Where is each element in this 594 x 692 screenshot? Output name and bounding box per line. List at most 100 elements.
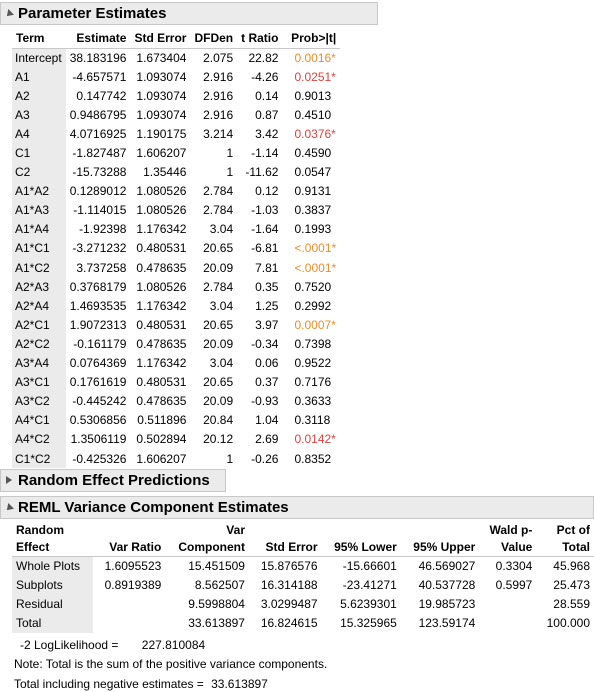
pe-cell-prob: 0.7520 [294, 279, 332, 294]
pe-col-header[interactable]: Estimate [65, 29, 131, 49]
pe-cell-estimate: 0.0764369 [69, 356, 127, 371]
reml-cell-std-error: 16.824615 [260, 616, 318, 630]
pe-cell-estimate: -1.92398 [79, 222, 127, 237]
pe-cell-prob: 0.0142* [294, 432, 336, 447]
reml-cell-lower: -15.66601 [342, 559, 397, 574]
table-row: C2 -15.73288 1.35446 1 -11.62 0.0547 [12, 162, 340, 182]
pe-cell-std-error: 0.511896 [137, 413, 187, 428]
reml-cell-wald [479, 614, 536, 633]
col-var-component[interactable]: Var Component [178, 523, 245, 554]
pe-cell-term: A3*A4 [12, 353, 66, 373]
pe-cell-std-error: 1.190175 [136, 126, 187, 141]
pe-cell-term: C1 [12, 143, 66, 163]
pe-cell-prob: 0.4510 [294, 107, 332, 122]
pe-cell-t-ratio: -0.26 [251, 451, 279, 466]
pe-cell-estimate: -4.657571 [72, 69, 127, 84]
table-row: A4 4.0716925 1.190175 3.214 3.42 0.0376* [12, 124, 340, 144]
pe-cell-term: A1*A2 [12, 181, 66, 201]
pe-cell-dfden: 20.12 [203, 432, 234, 447]
col-95-lower[interactable]: 95% Lower [334, 540, 397, 554]
pe-cell-estimate: -0.425326 [72, 451, 127, 466]
reml-header[interactable]: REML Variance Component Estimates [0, 496, 594, 519]
col-random-effect[interactable]: Random Effect [16, 523, 64, 554]
reml-cell-var-component: 15.451509 [188, 559, 245, 574]
pe-cell-std-error: 0.478635 [136, 394, 187, 409]
parameter-estimates-title: Parameter Estimates [18, 5, 167, 22]
pe-cell-prob: 0.3837 [294, 203, 332, 218]
pe-cell-prob: 0.9522 [294, 356, 332, 371]
pe-cell-term: A2 [12, 86, 66, 106]
pe-col-header[interactable]: Std Error [130, 29, 191, 49]
reml-cell-upper: 123.59174 [418, 616, 476, 630]
pe-cell-prob: 0.0547 [294, 165, 332, 180]
pe-cell-prob: 0.0376* [294, 126, 336, 141]
pe-cell-estimate: -3.271232 [72, 241, 127, 256]
pe-cell-estimate: 1.9072313 [69, 317, 127, 332]
pe-col-header[interactable]: t Ratio [237, 29, 283, 49]
pe-cell-dfden: 3.04 [209, 222, 234, 237]
pe-cell-estimate: 1.4693535 [69, 298, 127, 313]
pe-col-header[interactable]: Prob>|t| [282, 29, 341, 49]
random-effect-predictions-header[interactable]: Random Effect Predictions [0, 469, 226, 492]
reml-cell-var-ratio: 1.6095523 [104, 559, 162, 574]
pe-cell-std-error: 1.176342 [136, 298, 187, 313]
pe-cell-term: A3 [12, 105, 66, 125]
pe-cell-prob: <.0001* [294, 260, 337, 275]
pe-cell-dfden: 1 [226, 146, 234, 161]
pe-cell-std-error: 1.093074 [136, 88, 187, 103]
pe-col-header[interactable]: DFDen [190, 29, 238, 49]
pe-cell-std-error: 1.080526 [136, 203, 187, 218]
pe-cell-std-error: 1.606207 [136, 451, 187, 466]
col-pct-total[interactable]: Pct of Total [556, 523, 590, 554]
pe-cell-term: A2*A4 [12, 296, 66, 316]
col-var-ratio[interactable]: Var Ratio [109, 540, 162, 554]
reml-cell-std-error: 3.0299487 [260, 597, 318, 611]
reml-cell-effect: Total [12, 613, 93, 633]
reml-cell-wald: 0.3304 [495, 559, 533, 574]
parameter-estimates-header[interactable]: Parameter Estimates [0, 2, 378, 25]
col-95-upper[interactable]: 95% Upper [413, 540, 476, 554]
pe-cell-t-ratio: 7.81 [255, 260, 279, 275]
table-row: Whole Plots 1.6095523 15.451509 15.876576 -1… [12, 556, 594, 576]
pe-cell-estimate: 0.3768179 [69, 279, 127, 294]
table-row: A2*A3 0.3768179 1.080526 2.784 0.35 0.7520 [12, 277, 340, 297]
disclosure-triangle-icon[interactable] [4, 8, 14, 19]
pe-cell-t-ratio: 0.12 [255, 184, 279, 199]
pe-cell-t-ratio: -1.64 [251, 222, 279, 237]
pe-cell-dfden: 20.84 [203, 413, 234, 428]
pe-cell-dfden: 2.784 [203, 184, 234, 199]
pe-cell-t-ratio: 1.25 [255, 298, 279, 313]
pe-cell-t-ratio: 3.97 [255, 317, 279, 332]
pe-cell-std-error: 0.502894 [136, 432, 187, 447]
pe-cell-term: C1*C2 [12, 448, 66, 469]
table-row: Intercept 38.183196 1.673404 2.075 22.82 0.00… [12, 48, 340, 68]
pe-cell-estimate: -15.73288 [72, 165, 127, 180]
pe-cell-t-ratio: 22.82 [248, 50, 279, 65]
pe-col-header[interactable]: Term [12, 29, 66, 49]
table-row: A3*C2 -0.445242 0.478635 20.09 -0.93 0.3633 [12, 391, 340, 411]
table-row: Total 33.613897 16.824615 15.325965 123.5917… [12, 613, 594, 633]
table-row: Residual 9.5998804 3.0299487 5.6239301 19.98… [12, 594, 594, 614]
table-row: A4*C1 0.5306856 0.511896 20.84 1.04 0.3118 [12, 410, 340, 430]
table-row: A1*A4 -1.92398 1.176342 3.04 -1.64 0.1993 [12, 219, 340, 239]
pe-cell-estimate: -1.114015 [73, 203, 127, 218]
pe-cell-t-ratio: -6.81 [251, 241, 279, 256]
loglik-value: 227.810084 [141, 638, 206, 652]
pe-cell-t-ratio: -1.03 [251, 203, 279, 218]
disclosure-triangle-icon[interactable] [6, 475, 12, 484]
pe-cell-dfden: 20.09 [203, 336, 234, 351]
col-std-error[interactable]: Std Error [265, 540, 318, 554]
table-row: C1 -1.827487 1.606207 1 -1.14 0.4590 [12, 143, 340, 163]
reml-cell-wald: 0.5997 [495, 578, 533, 592]
pe-cell-std-error: 1.080526 [136, 184, 187, 199]
reml-cell-effect: Residual [12, 594, 93, 614]
disclosure-triangle-icon[interactable] [4, 502, 14, 513]
reml-cell-pct: 45.968 [553, 559, 590, 574]
pe-cell-dfden: 2.784 [203, 279, 234, 294]
pe-cell-std-error: 1.673404 [136, 50, 187, 65]
pe-cell-t-ratio: -0.34 [251, 336, 279, 351]
col-wald-p[interactable]: Wald p- Value [489, 523, 533, 554]
pe-cell-std-error: 1.35446 [143, 165, 187, 180]
table-row: A2 0.147742 1.093074 2.916 0.14 0.9013 [12, 86, 340, 106]
table-row: A3 0.9486795 1.093074 2.916 0.87 0.4510 [12, 105, 340, 125]
